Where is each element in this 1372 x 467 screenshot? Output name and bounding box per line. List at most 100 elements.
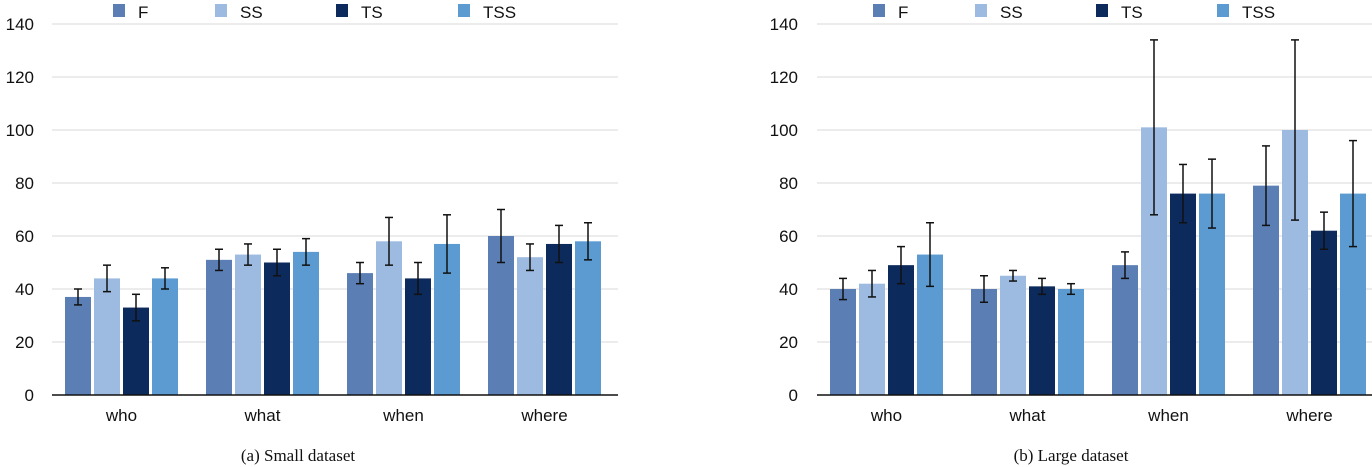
error-bar-ss-when xyxy=(1150,39,1158,216)
chart-panel-1: 0 20 40 60 80 100 120 140 F SS TS TSS who what when whe… xyxy=(6,3,618,465)
y-tick-label: 120 xyxy=(6,68,34,87)
y-tick-label: 20 xyxy=(779,333,798,352)
error-bar-tss-where xyxy=(1349,139,1357,248)
panel-caption: (b) Large dataset xyxy=(1014,446,1129,465)
error-bar-ts-when xyxy=(414,261,422,296)
legend-swatch-ts xyxy=(336,4,348,17)
bar-ts-who xyxy=(123,307,149,395)
error-bar-tss-where xyxy=(584,222,592,261)
error-bar-f-what xyxy=(980,275,988,303)
bar-ts-what xyxy=(1029,286,1055,395)
bar-f-when xyxy=(347,273,373,395)
error-bar-ts-where xyxy=(555,224,563,264)
bar-f-what xyxy=(971,289,997,395)
error-bar-f-where xyxy=(1262,145,1270,227)
error-bar-tss-who xyxy=(161,267,169,290)
error-bar-tss-what xyxy=(302,237,310,266)
bar-f-who xyxy=(830,289,856,395)
bar-ts-where xyxy=(1311,230,1337,395)
bar-ts-what xyxy=(264,262,290,395)
error-bar-ts-who xyxy=(132,293,140,322)
legend-swatch-f xyxy=(113,4,125,17)
x-category-label-what: what xyxy=(244,406,281,425)
error-bar-tss-when xyxy=(1208,158,1216,229)
error-bar-ss-where xyxy=(1291,39,1299,221)
chart-panel-2: 0 20 40 60 80 100 120 140 F SS TS TSS who what when whe… xyxy=(770,3,1372,465)
legend-label-f: F xyxy=(898,3,908,22)
y-tick-label: 60 xyxy=(779,227,798,246)
error-bar-ss-where xyxy=(526,243,534,272)
error-bar-tss-who xyxy=(926,222,934,288)
error-bar-ss-who xyxy=(103,264,111,293)
y-tick-label: 40 xyxy=(15,280,34,299)
legend-swatch-ts xyxy=(1096,4,1108,17)
legend-swatch-f xyxy=(873,4,885,17)
error-bar-ts-where xyxy=(1320,211,1328,250)
bar-ss-what xyxy=(1000,275,1026,395)
legend-swatch-tss xyxy=(458,4,470,17)
error-bar-ts-what xyxy=(273,248,281,277)
legend-label-f: F xyxy=(138,3,148,22)
bar-ss-what xyxy=(235,254,261,395)
x-category-label-when: when xyxy=(1147,406,1189,425)
y-tick-label: 40 xyxy=(779,280,798,299)
legend-swatch-ss xyxy=(975,4,987,17)
panel-caption: (a) Small dataset xyxy=(241,446,356,465)
legend-label-tss: TSS xyxy=(1242,3,1275,22)
error-bar-tss-when xyxy=(443,214,451,274)
y-tick-label: 80 xyxy=(15,174,34,193)
bar-ts-where xyxy=(546,243,572,395)
legend-swatch-ss xyxy=(215,4,227,17)
legend-label-ts: TS xyxy=(361,3,383,22)
x-category-label-when: when xyxy=(382,406,424,425)
y-tick-label: 0 xyxy=(25,386,34,405)
bar-ts-when xyxy=(405,278,431,395)
y-tick-label: 80 xyxy=(779,174,798,193)
y-tick-label: 140 xyxy=(770,15,798,34)
legend-label-ts: TS xyxy=(1121,3,1143,22)
x-category-label-what: what xyxy=(1009,406,1046,425)
legend-label-ss: SS xyxy=(240,3,263,22)
bar-f-what xyxy=(206,259,232,395)
error-bar-ts-when xyxy=(1179,163,1187,224)
bar-ss-when xyxy=(376,241,402,395)
error-bar-f-when xyxy=(1121,251,1129,280)
y-tick-label: 0 xyxy=(789,386,798,405)
y-tick-label: 100 xyxy=(770,121,798,140)
bar-ss-who xyxy=(859,283,885,395)
error-bar-f-who xyxy=(74,288,82,306)
bar-tss-what xyxy=(293,251,319,395)
bar-ts-who xyxy=(888,265,914,395)
x-category-label-where: where xyxy=(520,406,567,425)
error-bar-ts-what xyxy=(1038,277,1046,296)
error-bar-f-who xyxy=(839,277,847,301)
error-bar-ss-when xyxy=(385,216,393,266)
bar-tss-what xyxy=(1058,289,1084,395)
y-tick-label: 60 xyxy=(15,227,34,246)
error-bar-f-what xyxy=(215,248,223,272)
error-bar-ss-what xyxy=(1009,269,1017,282)
error-bar-f-where xyxy=(497,208,505,264)
error-bar-ss-who xyxy=(868,269,876,298)
legend-swatch-tss xyxy=(1217,4,1229,17)
bar-ss-where xyxy=(517,257,543,395)
legend-label-ss: SS xyxy=(1000,3,1023,22)
x-category-label-who: who xyxy=(870,406,902,425)
bar-f-who xyxy=(65,296,91,395)
error-bar-ss-what xyxy=(244,243,252,266)
error-bar-f-when xyxy=(356,261,364,285)
bar-ss-who xyxy=(94,278,120,395)
x-category-label-where: where xyxy=(1285,406,1332,425)
bar-f-when xyxy=(1112,265,1138,395)
bar-ts-when xyxy=(1170,193,1196,395)
y-tick-label: 140 xyxy=(6,15,34,34)
x-category-label-who: who xyxy=(105,406,137,425)
bar-tss-where xyxy=(575,241,601,395)
bar-tss-who xyxy=(152,278,178,395)
y-tick-label: 20 xyxy=(15,333,34,352)
error-bar-ts-who xyxy=(897,245,905,285)
y-tick-label: 100 xyxy=(6,121,34,140)
y-tick-label: 120 xyxy=(770,68,798,87)
